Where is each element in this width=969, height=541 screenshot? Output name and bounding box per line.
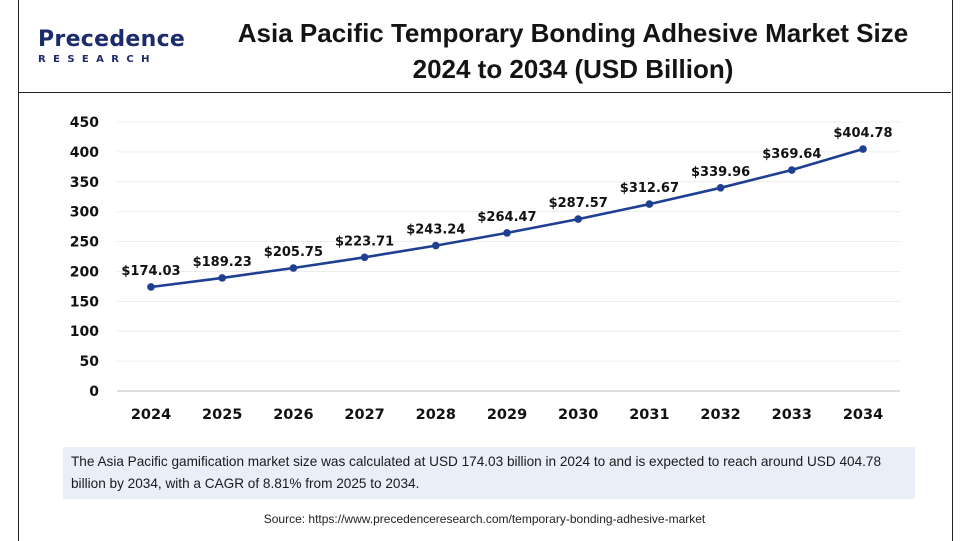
- y-tick-label: 450: [70, 115, 99, 131]
- chart-title: Asia Pacific Temporary Bonding Adhesive …: [208, 15, 938, 87]
- x-tick-label: 2034: [843, 407, 883, 423]
- data-label: $339.96: [691, 165, 750, 180]
- data-point: [147, 283, 155, 291]
- x-tick-label: 2024: [131, 407, 171, 423]
- chart-frame: [18, 0, 953, 541]
- data-point: [645, 200, 654, 208]
- y-tick-label: 300: [70, 205, 99, 221]
- data-point: [218, 274, 226, 282]
- data-label: $223.71: [335, 234, 394, 249]
- brand-logo: Precedence RESEARCH: [38, 27, 186, 74]
- data-label: $205.75: [264, 245, 323, 260]
- y-tick-label: 100: [70, 324, 99, 340]
- x-tick-label: 2033: [772, 407, 812, 423]
- x-tick-label: 2026: [273, 407, 313, 423]
- data-point: [788, 166, 796, 174]
- data-label: $189.23: [193, 255, 252, 270]
- x-tick-label: 2031: [629, 407, 669, 423]
- x-tick-label: 2030: [558, 407, 598, 423]
- y-tick-label: 250: [70, 235, 99, 251]
- y-tick-label: 150: [70, 294, 99, 310]
- y-tick-label: 350: [70, 175, 99, 191]
- x-tick-label: 2029: [487, 407, 527, 423]
- data-points: [147, 145, 867, 291]
- y-tick-label: 200: [70, 264, 99, 280]
- y-tick-label: 400: [70, 145, 99, 161]
- y-axis-ticks: 0 50 100 150 200 250 300 350 400 450: [70, 115, 99, 400]
- logo-wordmark: Precedence: [38, 27, 186, 52]
- data-labels: $174.03 $189.23 $205.75 $223.71 $243.24 $264.…: [121, 126, 892, 279]
- x-tick-label: 2027: [344, 407, 384, 423]
- x-tick-label: 2028: [416, 407, 456, 423]
- data-point: [574, 215, 582, 223]
- data-label: $369.64: [762, 147, 821, 162]
- data-point: [289, 264, 298, 272]
- data-label: $243.24: [406, 223, 465, 238]
- data-point: [859, 145, 867, 153]
- x-tick-label: 2032: [700, 407, 740, 423]
- x-tick-label: 2025: [202, 407, 242, 423]
- data-point: [432, 241, 440, 250]
- data-point: [716, 183, 725, 192]
- data-label: $312.67: [620, 181, 679, 196]
- data-point: [360, 253, 369, 262]
- header: Precedence RESEARCH Asia Pacific Tempora…: [18, 0, 951, 93]
- logo-subtitle: RESEARCH: [38, 54, 157, 65]
- summary-note: The Asia Pacific gamification market siz…: [63, 447, 915, 499]
- y-tick-label: 50: [80, 354, 100, 370]
- data-label: $174.03: [121, 264, 180, 279]
- data-label: $264.47: [477, 210, 536, 225]
- source-text: Source: https://www.precedenceresearch.c…: [263, 512, 706, 526]
- y-tick-label: 0: [89, 384, 99, 400]
- chart-title-line1: Asia Pacific Temporary Bonding Adhesive …: [237, 18, 909, 48]
- x-axis-ticks: 2024 2025 2026 2027 2028 2029 2030 2031 2032 2033…: [131, 407, 883, 423]
- data-label: $287.57: [549, 196, 608, 211]
- chart-title-line2: 2024 to 2034 (USD Billion): [412, 54, 734, 84]
- data-label: $404.78: [833, 126, 892, 141]
- data-point: [503, 229, 511, 237]
- gridlines: [117, 121, 900, 392]
